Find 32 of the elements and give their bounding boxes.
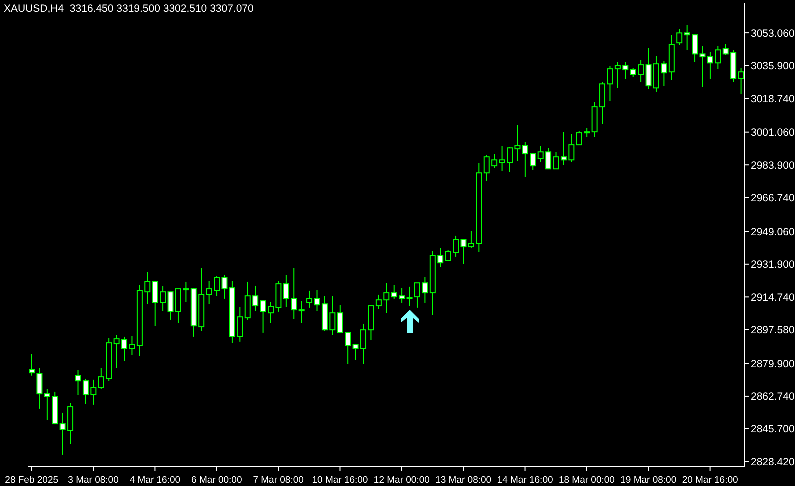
y-tick-label: 2879.900: [751, 358, 795, 370]
x-tick-label: 6 Mar 00:00: [192, 475, 242, 486]
y-tick-label: 2931.900: [751, 259, 795, 272]
x-tick-label: 3 Mar 08:00: [68, 475, 119, 486]
y-tick-label: 3018.740: [751, 93, 795, 106]
y-tick-label: 3001.060: [751, 127, 795, 140]
y-tick-label: 2966.740: [751, 192, 795, 205]
chart-title: XAUUSD,H4 3316.450 3319.500 3302.510 3307.070: [4, 3, 254, 15]
y-tick-label: 3053.060: [751, 28, 795, 40]
x-tick-label: 4 Mar 16:00: [130, 475, 181, 486]
x-tick-label: 20 Mar 16:00: [682, 475, 738, 486]
y-tick-label: 2828.420: [751, 456, 795, 469]
x-tick-label: 10 Mar 16:00: [312, 475, 368, 486]
y-tick-label: 2897.580: [751, 324, 795, 337]
x-tick-label: 7 Mar 08:00: [253, 475, 304, 486]
y-tick-label: 2983.900: [751, 160, 795, 172]
y-tick-label: 2845.700: [751, 424, 795, 436]
candlestick: [36, 368, 43, 410]
candlestick: [298, 300, 305, 324]
x-tick-label: 19 Mar 08:00: [620, 475, 677, 486]
candlestick: [306, 290, 313, 308]
y-tick-label: 2862.740: [751, 391, 795, 404]
x-tick-label: 13 Mar 08:00: [436, 475, 492, 486]
y-tick-label: 2914.740: [751, 292, 795, 304]
x-tick-label: 18 Mar 00:00: [558, 475, 615, 486]
x-tick-label: 28 Feb 2025: [5, 475, 59, 486]
x-tick-label: 14 Mar 16:00: [497, 475, 554, 486]
candlestick: [29, 353, 35, 376]
candlestick: [668, 34, 675, 81]
y-tick-label: 2949.060: [751, 226, 795, 238]
y-tick-label: 3035.900: [751, 60, 795, 73]
x-tick-label: 12 Mar 00:00: [374, 475, 430, 486]
